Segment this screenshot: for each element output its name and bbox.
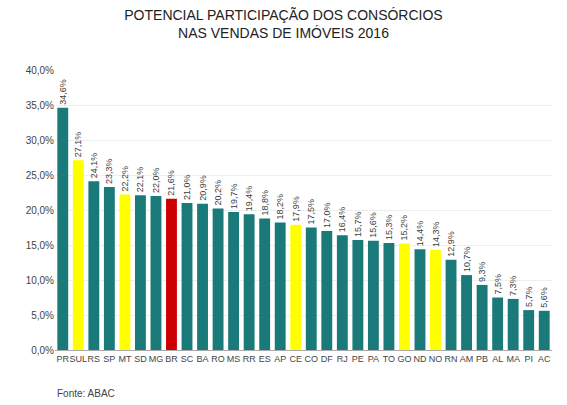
svg-text:40,0%: 40,0% (26, 65, 54, 76)
svg-text:25,0%: 25,0% (26, 170, 54, 181)
svg-text:DF: DF (321, 354, 333, 364)
svg-text:MT: MT (118, 354, 131, 364)
svg-text:0,0%: 0,0% (31, 345, 54, 356)
svg-text:PI: PI (524, 354, 533, 364)
svg-text:14,4%: 14,4% (415, 221, 425, 247)
svg-text:BR: BR (165, 354, 178, 364)
svg-text:PR: PR (57, 354, 70, 364)
svg-text:AM: AM (460, 354, 474, 364)
svg-text:19,4%: 19,4% (244, 186, 254, 212)
svg-text:PA: PA (368, 354, 379, 364)
svg-text:21,0%: 21,0% (182, 174, 192, 200)
svg-text:22,0%: 22,0% (151, 167, 161, 193)
svg-text:17,0%: 17,0% (322, 202, 332, 228)
svg-text:AP: AP (274, 354, 286, 364)
svg-text:24,1%: 24,1% (89, 153, 99, 179)
svg-text:TO: TO (383, 354, 395, 364)
svg-text:15,2%: 15,2% (399, 215, 409, 241)
svg-text:7,3%: 7,3% (508, 275, 518, 296)
svg-text:MS: MS (227, 354, 241, 364)
svg-text:22,1%: 22,1% (135, 167, 145, 193)
svg-text:14,3%: 14,3% (431, 221, 441, 247)
svg-text:20,9%: 20,9% (198, 175, 208, 201)
svg-text:21,6%: 21,6% (166, 170, 176, 196)
svg-text:NO: NO (429, 354, 443, 364)
svg-text:18,2%: 18,2% (275, 194, 285, 220)
svg-text:12,9%: 12,9% (446, 231, 456, 257)
svg-text:18,8%: 18,8% (260, 190, 270, 216)
svg-text:AC: AC (538, 354, 551, 364)
svg-text:17,9%: 17,9% (291, 196, 301, 222)
svg-text:SP: SP (103, 354, 115, 364)
svg-text:5,6%: 5,6% (539, 287, 549, 308)
svg-text:10,0%: 10,0% (26, 275, 54, 286)
svg-text:27,1%: 27,1% (73, 132, 83, 158)
svg-text:15,0%: 15,0% (26, 240, 54, 251)
svg-text:ES: ES (259, 354, 271, 364)
svg-text:35,0%: 35,0% (26, 100, 54, 111)
svg-text:5,7%: 5,7% (524, 287, 534, 308)
svg-text:POTENCIAL PARTICIPAÇÃO DOS CON: POTENCIAL PARTICIPAÇÃO DOS CONSÓRCIOSNAS… (124, 7, 442, 41)
svg-text:22,2%: 22,2% (120, 166, 130, 192)
svg-text:30,0%: 30,0% (26, 135, 54, 146)
svg-text:16,4%: 16,4% (337, 207, 347, 233)
svg-text:SC: SC (181, 354, 194, 364)
svg-text:15,6%: 15,6% (368, 212, 378, 238)
svg-text:17,5%: 17,5% (306, 199, 316, 225)
svg-text:SUL: SUL (70, 354, 88, 364)
svg-text:MA: MA (506, 354, 520, 364)
svg-text:AL: AL (492, 354, 503, 364)
svg-text:GO: GO (397, 354, 411, 364)
svg-text:20,2%: 20,2% (213, 180, 223, 206)
svg-text:RS: RS (88, 354, 101, 364)
svg-text:19,7%: 19,7% (229, 184, 239, 210)
svg-text:RR: RR (243, 354, 256, 364)
svg-text:34,6%: 34,6% (58, 79, 68, 105)
svg-text:CO: CO (305, 354, 319, 364)
svg-text:SD: SD (134, 354, 147, 364)
svg-text:RN: RN (445, 354, 458, 364)
svg-text:ND: ND (413, 354, 426, 364)
svg-text:MG: MG (149, 354, 164, 364)
svg-text:PE: PE (352, 354, 364, 364)
svg-text:15,7%: 15,7% (353, 212, 363, 238)
svg-text:9,3%: 9,3% (477, 261, 487, 282)
svg-text:7,5%: 7,5% (493, 274, 503, 295)
svg-text:20,0%: 20,0% (26, 205, 54, 216)
svg-text:23,3%: 23,3% (104, 158, 114, 184)
svg-text:15,3%: 15,3% (384, 214, 394, 240)
svg-text:BA: BA (197, 354, 209, 364)
svg-text:RJ: RJ (337, 354, 348, 364)
svg-text:5,0%: 5,0% (31, 310, 54, 321)
svg-text:PB: PB (476, 354, 488, 364)
svg-text:10,7%: 10,7% (462, 247, 472, 273)
svg-text:Fonte: ABAC: Fonte: ABAC (57, 388, 115, 399)
svg-text:RO: RO (211, 354, 225, 364)
svg-text:CE: CE (289, 354, 302, 364)
